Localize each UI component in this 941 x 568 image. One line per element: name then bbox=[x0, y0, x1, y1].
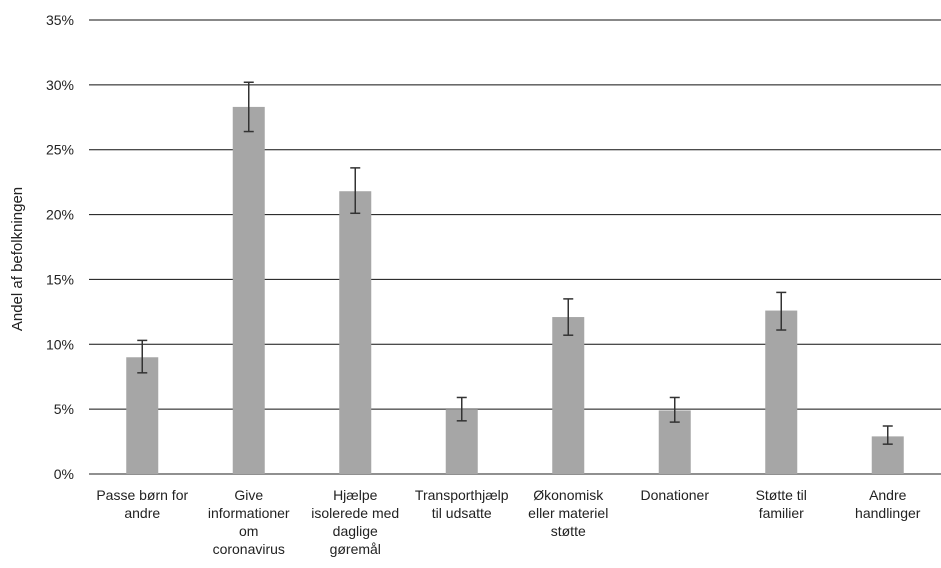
x-category-label: Transporthjælp til udsatte bbox=[415, 487, 509, 521]
bar bbox=[765, 310, 798, 474]
y-tick-labels: 0% 5% 10% 15% 20% 25% 30% 35% bbox=[46, 12, 74, 482]
error-bars bbox=[137, 81, 893, 445]
bar bbox=[126, 357, 159, 474]
gridlines bbox=[89, 19, 941, 475]
x-category-label: Økonomisk eller materiel støtte bbox=[528, 487, 608, 539]
x-category-label: Andre handlinger bbox=[855, 487, 921, 521]
error-bar bbox=[563, 298, 574, 336]
y-tick-label: 30% bbox=[46, 77, 74, 93]
y-tick-label: 5% bbox=[54, 401, 74, 417]
bars bbox=[126, 106, 904, 475]
y-tick-label: 0% bbox=[54, 466, 74, 482]
y-tick-label: 10% bbox=[46, 336, 74, 352]
x-category-labels: Passe børn for andre Give informationer om co… bbox=[96, 487, 920, 557]
error-bar bbox=[350, 167, 361, 215]
error-bar bbox=[456, 396, 467, 422]
x-category-label: Hjælpe isolerede med daglige gøremål bbox=[311, 487, 399, 557]
error-bar bbox=[137, 339, 148, 374]
y-tick-label: 15% bbox=[46, 271, 74, 287]
y-tick-label: 20% bbox=[46, 207, 74, 223]
x-category-label: Donationer bbox=[641, 487, 710, 503]
error-bar bbox=[882, 425, 893, 445]
bar bbox=[339, 191, 372, 475]
bar bbox=[552, 317, 585, 474]
y-axis-title: Andel af befolkningen bbox=[9, 187, 26, 331]
error-bar bbox=[776, 291, 787, 331]
error-bar bbox=[669, 396, 680, 423]
error-bar bbox=[243, 81, 254, 133]
bar bbox=[232, 106, 265, 474]
x-category-label: Give informationer om coronavirus bbox=[208, 487, 290, 557]
x-category-label: Passe børn for andre bbox=[96, 487, 188, 521]
y-tick-label: 35% bbox=[46, 12, 74, 28]
x-category-label: Støtte til familier bbox=[756, 487, 807, 521]
y-tick-label: 25% bbox=[46, 142, 74, 158]
